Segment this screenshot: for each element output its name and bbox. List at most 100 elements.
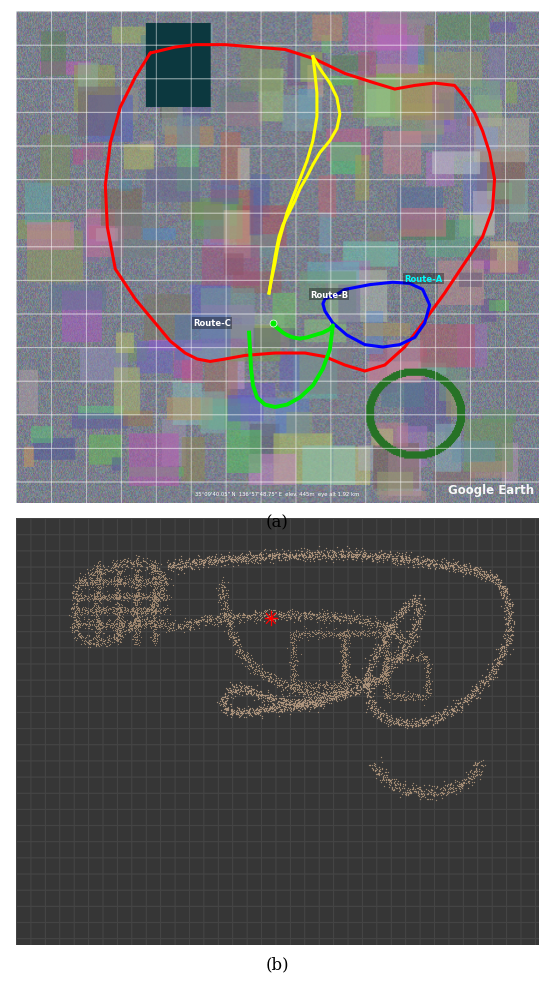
Point xyxy=(342,680,351,696)
Point xyxy=(383,622,392,638)
Point xyxy=(408,688,417,704)
Point xyxy=(111,591,120,607)
Point xyxy=(232,633,240,649)
Point xyxy=(305,694,314,710)
Point xyxy=(258,664,266,680)
Point xyxy=(110,591,119,607)
Point xyxy=(332,678,341,694)
Point xyxy=(273,700,281,716)
Point xyxy=(384,708,393,724)
Point xyxy=(285,678,294,694)
Point xyxy=(399,555,408,571)
Point xyxy=(339,553,348,569)
Point xyxy=(288,676,296,692)
Point xyxy=(299,605,308,621)
Point xyxy=(375,761,384,777)
Point xyxy=(131,572,140,588)
Point xyxy=(94,583,102,599)
Point xyxy=(68,599,77,615)
Point xyxy=(281,548,290,564)
Point xyxy=(392,627,401,643)
Point xyxy=(275,553,284,569)
Point xyxy=(126,617,135,633)
Point xyxy=(152,575,161,591)
Point xyxy=(509,641,517,657)
Point xyxy=(329,682,338,698)
Point xyxy=(504,602,512,618)
Point xyxy=(353,672,362,688)
Point xyxy=(64,608,73,624)
Point xyxy=(419,660,428,676)
Point xyxy=(392,606,401,622)
Point xyxy=(71,573,80,589)
Point xyxy=(368,552,377,568)
Point xyxy=(330,628,339,644)
Point xyxy=(501,630,510,646)
Point xyxy=(90,575,99,591)
Text: Route-B: Route-B xyxy=(310,290,348,299)
Point xyxy=(228,702,237,718)
Point xyxy=(480,565,489,581)
Point xyxy=(341,686,350,702)
Point xyxy=(154,619,163,635)
Point xyxy=(304,628,313,644)
Point xyxy=(69,616,78,632)
Point xyxy=(109,574,118,590)
Point xyxy=(121,559,130,575)
Point xyxy=(95,605,104,621)
Point xyxy=(276,678,285,694)
Point xyxy=(288,696,296,712)
Point xyxy=(483,567,492,583)
Point xyxy=(422,673,430,689)
Point xyxy=(286,545,295,561)
Point xyxy=(376,625,384,641)
Point xyxy=(350,550,359,566)
Point xyxy=(285,607,294,623)
Point xyxy=(297,698,306,714)
Point xyxy=(116,575,125,591)
Point xyxy=(113,624,122,640)
Point xyxy=(118,615,127,631)
Point xyxy=(451,774,460,790)
Point xyxy=(416,689,425,705)
Point xyxy=(344,622,353,638)
Point xyxy=(368,658,377,674)
Point xyxy=(407,717,416,733)
Point xyxy=(355,547,364,563)
Point xyxy=(68,622,76,638)
Point xyxy=(407,719,416,735)
Point xyxy=(95,560,104,576)
Point xyxy=(244,607,253,623)
Point xyxy=(294,681,303,697)
Point xyxy=(122,587,131,603)
Point xyxy=(235,550,244,566)
Point xyxy=(165,571,174,587)
Point xyxy=(222,610,230,626)
Point xyxy=(105,575,114,591)
Point xyxy=(389,686,398,702)
Point xyxy=(370,646,378,662)
Point xyxy=(233,635,242,651)
Point xyxy=(221,595,230,611)
Point xyxy=(243,705,252,721)
Point xyxy=(466,561,475,577)
Point xyxy=(340,672,348,688)
Point xyxy=(342,659,351,675)
Point xyxy=(274,603,283,619)
Point xyxy=(203,610,212,626)
Point xyxy=(109,577,118,593)
Point xyxy=(377,710,386,726)
Point xyxy=(98,566,107,582)
Point xyxy=(115,627,124,643)
Point xyxy=(321,676,330,692)
Point xyxy=(290,629,299,645)
Point xyxy=(291,694,300,710)
Point xyxy=(247,680,255,696)
Point xyxy=(85,613,94,629)
Point xyxy=(434,705,443,721)
Point xyxy=(343,629,352,645)
Point xyxy=(377,619,386,635)
Point xyxy=(329,677,338,693)
Point xyxy=(284,654,293,670)
Point xyxy=(343,546,352,562)
